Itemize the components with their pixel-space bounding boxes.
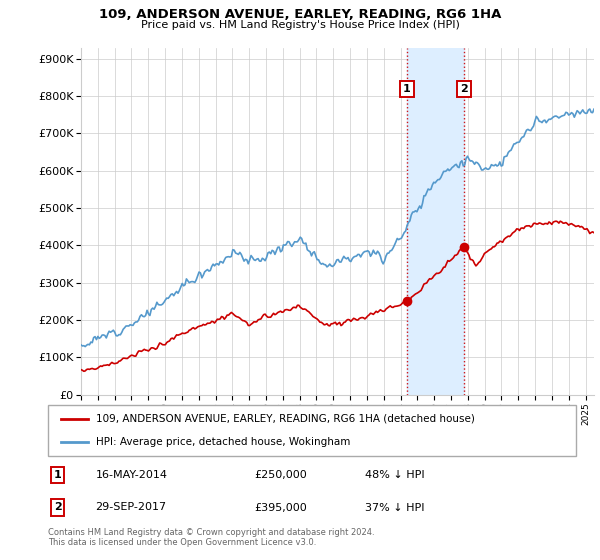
- Text: HPI: Average price, detached house, Wokingham: HPI: Average price, detached house, Woki…: [95, 437, 350, 447]
- Text: 37% ↓ HPI: 37% ↓ HPI: [365, 502, 424, 512]
- Text: 1: 1: [53, 470, 61, 480]
- Bar: [407, 48, 464, 395]
- Text: 2: 2: [460, 83, 467, 94]
- Text: 48% ↓ HPI: 48% ↓ HPI: [365, 470, 424, 480]
- Text: Price paid vs. HM Land Registry's House Price Index (HPI): Price paid vs. HM Land Registry's House …: [140, 20, 460, 30]
- Text: Contains HM Land Registry data © Crown copyright and database right 2024.
This d: Contains HM Land Registry data © Crown c…: [48, 528, 374, 547]
- Text: 2: 2: [53, 502, 61, 512]
- Text: 16-MAY-2014: 16-MAY-2014: [95, 470, 167, 480]
- Text: 109, ANDERSON AVENUE, EARLEY, READING, RG6 1HA (detached house): 109, ANDERSON AVENUE, EARLEY, READING, R…: [95, 414, 475, 424]
- Text: £250,000: £250,000: [254, 470, 307, 480]
- Text: 29-SEP-2017: 29-SEP-2017: [95, 502, 167, 512]
- Text: 1: 1: [403, 83, 410, 94]
- FancyBboxPatch shape: [48, 405, 576, 456]
- Text: £395,000: £395,000: [254, 502, 307, 512]
- Text: 109, ANDERSON AVENUE, EARLEY, READING, RG6 1HA: 109, ANDERSON AVENUE, EARLEY, READING, R…: [99, 8, 501, 21]
